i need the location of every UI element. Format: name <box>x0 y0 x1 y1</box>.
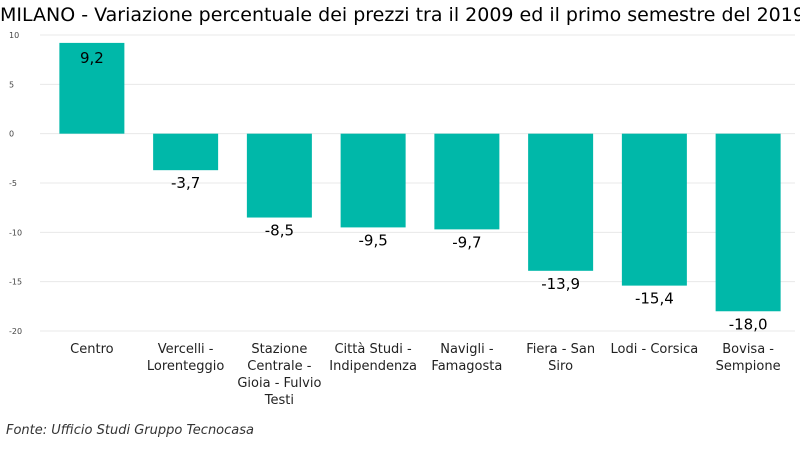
bar <box>340 133 406 228</box>
data-label: 9,2 <box>80 49 104 67</box>
y-tick-label: -10 <box>9 228 22 237</box>
x-tick-label: Testi <box>264 393 294 408</box>
data-label: -9,5 <box>358 231 387 249</box>
x-tick-label: Centrale - <box>247 359 311 374</box>
x-tick-label: Lorenteggio <box>147 359 224 374</box>
x-tick-label: Navigli - <box>440 342 494 357</box>
data-label: -9,7 <box>452 233 481 251</box>
y-tick-label: -20 <box>9 327 22 336</box>
bar <box>153 133 219 171</box>
x-tick-label: Centro <box>70 342 113 357</box>
data-label: -13,9 <box>541 275 580 293</box>
x-tick-label: Vercelli - <box>158 342 214 357</box>
x-tick-label: Indipendenza <box>329 359 417 374</box>
chart-title: MILANO - Variazione percentuale dei prez… <box>0 4 800 26</box>
y-tick-label: 0 <box>9 130 14 139</box>
x-tick-label: Gioia - Fulvio <box>237 376 321 391</box>
bar <box>715 133 781 312</box>
bar <box>528 133 594 271</box>
x-tick-label: Sempione <box>716 359 781 374</box>
bar <box>59 42 125 134</box>
data-label: -15,4 <box>635 290 674 308</box>
bar <box>246 133 312 218</box>
bar <box>621 133 687 286</box>
data-label: -18,0 <box>729 315 768 333</box>
y-tick-label: 10 <box>9 31 19 40</box>
y-tick-label: -5 <box>9 179 17 188</box>
x-tick-label: Stazione <box>251 342 307 357</box>
y-tick-label: 5 <box>9 80 14 89</box>
y-tick-label: -15 <box>9 278 22 287</box>
data-label: -3,7 <box>171 174 200 192</box>
source-note: Fonte: Ufficio Studi Gruppo Tecnocasa <box>6 423 254 438</box>
x-tick-label: Bovisa - <box>722 342 774 357</box>
bar <box>434 133 500 230</box>
x-tick-label: Fiera - San <box>526 342 595 357</box>
x-tick-label: Lodi - Corsica <box>611 342 699 357</box>
x-tick-label: Famagosta <box>431 359 502 374</box>
x-tick-label: Siro <box>548 359 573 374</box>
x-tick-label: Città Studi - <box>334 342 412 357</box>
data-label: -8,5 <box>265 222 294 240</box>
